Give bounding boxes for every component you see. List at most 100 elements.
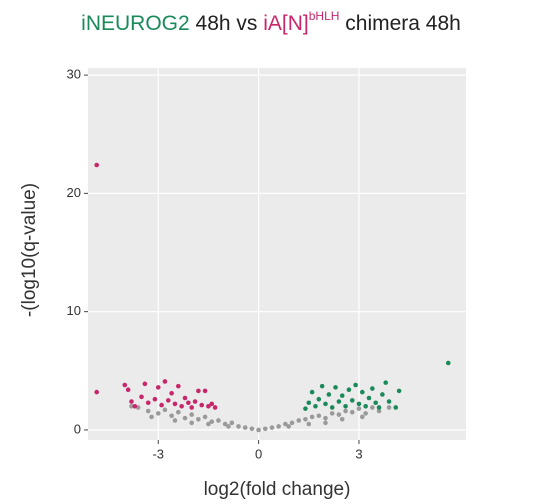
point — [206, 403, 211, 409]
point — [380, 392, 385, 397]
point — [370, 405, 375, 410]
y-tick-label: 20 — [67, 185, 81, 200]
point — [336, 412, 342, 417]
point — [256, 427, 261, 433]
point — [316, 396, 322, 402]
title-part: 48h vs — [190, 12, 264, 35]
point — [303, 417, 308, 422]
point — [199, 402, 205, 408]
point — [303, 406, 308, 411]
point — [360, 414, 365, 420]
point — [349, 409, 355, 415]
point — [182, 395, 188, 401]
point — [323, 401, 328, 407]
point — [309, 414, 315, 420]
point — [196, 388, 201, 394]
point — [196, 417, 201, 422]
plot-panel — [88, 68, 466, 440]
x-tick-label: -3 — [152, 446, 164, 461]
y-tick-label: 30 — [67, 67, 81, 82]
point — [396, 388, 402, 394]
point — [169, 390, 174, 396]
x-tick-label: 0 — [255, 446, 262, 461]
point — [329, 411, 335, 416]
point — [132, 403, 138, 409]
point — [202, 388, 208, 394]
point — [306, 400, 312, 406]
chart-title: iNEUROG2 48h vs iA[N]bHLH chimera 48h — [81, 9, 461, 34]
title-part: iNEUROG2 — [81, 12, 190, 35]
point — [206, 421, 211, 427]
title-part: chimera 48h — [339, 12, 460, 35]
point — [316, 413, 322, 419]
point — [149, 414, 154, 420]
point — [155, 385, 161, 390]
y-axis-label: -(log10(q-value) — [19, 183, 40, 317]
point — [376, 408, 382, 414]
point — [319, 383, 325, 389]
point — [162, 407, 168, 413]
point — [202, 414, 208, 420]
point — [94, 162, 99, 168]
point — [376, 405, 382, 410]
point — [386, 405, 392, 410]
point — [349, 398, 355, 403]
point — [383, 380, 389, 385]
point — [145, 400, 151, 406]
point — [176, 383, 181, 389]
point — [353, 382, 358, 388]
point — [356, 401, 362, 407]
point — [386, 399, 392, 404]
point — [360, 389, 365, 395]
point — [189, 405, 194, 410]
point — [333, 385, 338, 390]
point — [283, 421, 288, 427]
point — [339, 417, 345, 422]
x-axis-label: log2(fold change) — [204, 479, 351, 500]
title-part: bHLH — [309, 9, 340, 23]
point — [262, 426, 268, 432]
point — [142, 381, 148, 387]
point — [296, 418, 302, 423]
point — [189, 412, 194, 417]
point — [182, 415, 188, 421]
point — [152, 396, 158, 402]
point — [306, 421, 312, 427]
point — [172, 418, 178, 423]
point — [209, 419, 215, 424]
y-tick-label: 0 — [74, 421, 81, 436]
point — [323, 415, 328, 421]
point — [249, 426, 255, 432]
point — [209, 401, 215, 407]
point — [229, 420, 235, 426]
point — [313, 403, 318, 409]
title-part: iA[N] — [263, 12, 309, 35]
point — [346, 387, 352, 393]
point — [309, 389, 315, 395]
point — [222, 421, 228, 427]
point — [286, 424, 292, 429]
point — [129, 403, 134, 409]
point — [139, 394, 144, 400]
point — [155, 411, 161, 416]
point — [189, 420, 194, 426]
point — [129, 399, 134, 404]
point — [329, 405, 335, 410]
point — [370, 386, 375, 391]
point — [94, 389, 99, 395]
point — [363, 403, 368, 409]
point — [323, 420, 328, 426]
point — [186, 400, 191, 406]
point — [162, 379, 168, 384]
point — [276, 424, 281, 429]
point — [336, 399, 342, 404]
point — [179, 403, 184, 409]
point — [172, 401, 178, 407]
point — [165, 398, 171, 403]
point — [216, 418, 221, 423]
point — [343, 403, 348, 409]
point — [159, 402, 164, 408]
point — [366, 395, 372, 401]
point — [445, 360, 451, 366]
